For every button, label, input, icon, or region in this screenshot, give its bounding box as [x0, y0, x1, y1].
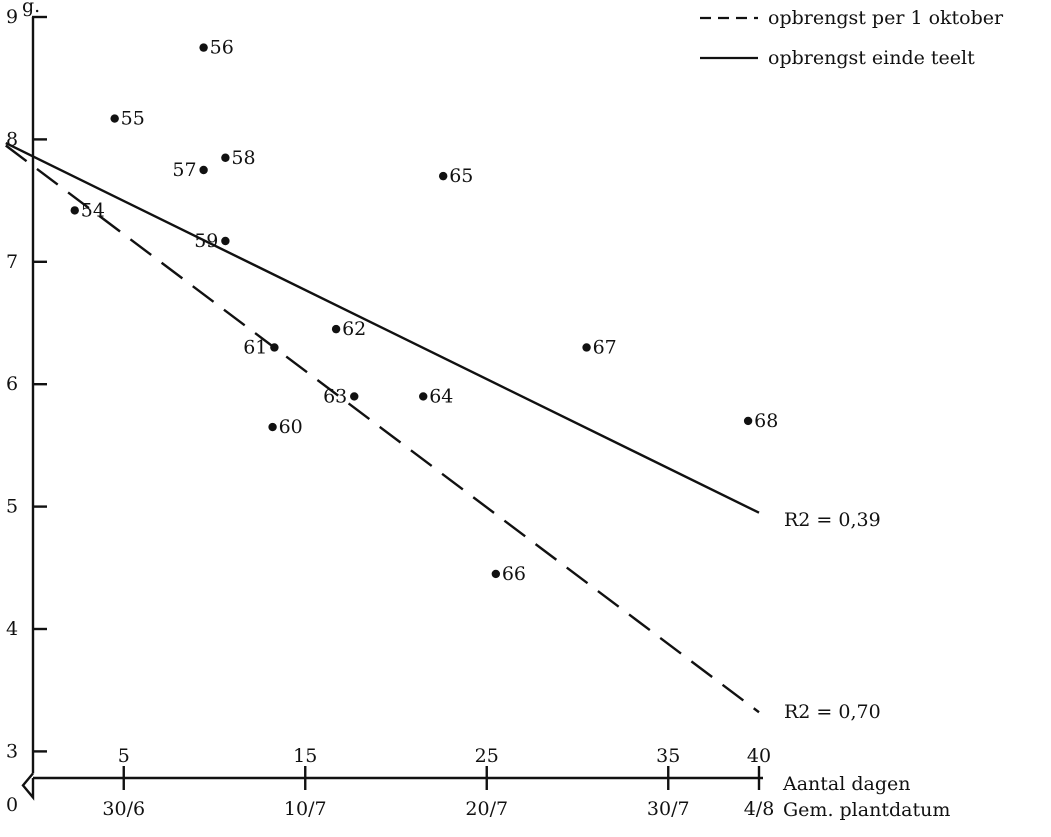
data-point-label: 58 [231, 147, 255, 169]
data-point-label: 68 [754, 410, 778, 432]
data-point-label: 65 [449, 165, 473, 187]
x-tick-label-date: 4/8 [744, 798, 775, 820]
data-point-label: 57 [172, 159, 196, 181]
data-point [419, 392, 428, 401]
data-point [743, 416, 753, 426]
legend-label-series-2: opbrengst einde teelt [768, 47, 975, 69]
axes [21, 15, 763, 801]
x-tick-label-date: 10/7 [284, 798, 327, 820]
regression-line-dashed [5, 144, 760, 714]
x-tick-label-date: 30/7 [647, 798, 690, 820]
data-point [268, 422, 277, 432]
data-point-label: 54 [81, 199, 105, 221]
data-point [221, 153, 230, 162]
r2-annotation-dashed: R2 = 0,70 [784, 701, 881, 723]
y-tick-label: 0 [6, 794, 18, 816]
data-point-label: 66 [502, 563, 526, 585]
y-tick-label: 9 [6, 6, 18, 28]
y-tick-label: 5 [6, 496, 18, 518]
x-tick-label-date: 30/6 [102, 798, 145, 820]
data-point [438, 171, 448, 181]
x-tick-label-days: 15 [293, 745, 317, 767]
data-point [350, 392, 359, 401]
y-tick-label: 8 [6, 128, 18, 150]
x-tick-label-days: 25 [475, 745, 499, 767]
data-point-label: 55 [121, 108, 145, 130]
data-point-label: 62 [342, 318, 366, 340]
data-point [199, 165, 208, 175]
x-tick-label-date: 20/7 [465, 798, 508, 820]
data-point [221, 236, 230, 246]
data-point [70, 206, 79, 215]
data-point [491, 569, 501, 579]
data-point-label: 56 [210, 37, 234, 59]
data-point [331, 324, 341, 334]
data-point-label: 64 [429, 385, 453, 407]
data-point [582, 343, 591, 352]
data-point-label: 60 [279, 416, 303, 438]
y-tick-label: 7 [6, 251, 18, 273]
x-tick-label-days: 40 [747, 745, 771, 767]
regression-lines [5, 141, 760, 714]
data-point-label: 63 [323, 385, 347, 407]
data-point [199, 43, 208, 52]
legend: opbrengst per 1 oktober opbrengst einde … [700, 7, 1004, 69]
x-tick-label-days: 5 [118, 745, 130, 767]
regression-line-solid [5, 141, 760, 514]
data-point [270, 343, 279, 352]
legend-label-series-1: opbrengst per 1 oktober [768, 7, 1004, 29]
y-axis-title: g. [22, 0, 40, 17]
data-point-label: 61 [243, 336, 267, 358]
data-point-label: 59 [194, 230, 218, 252]
y-tick-label: 4 [6, 618, 18, 640]
x-tick-label-days: 35 [656, 745, 680, 767]
x-axis-title-top: Aantal dagen [782, 773, 911, 795]
y-axis-break [21, 772, 35, 801]
data-point-label: 67 [593, 336, 617, 358]
r2-annotation-solid: R2 = 0,39 [784, 509, 881, 531]
x-axis-title-bottom: Gem. plantdatum [783, 799, 950, 821]
data-points [70, 43, 753, 579]
data-point [110, 114, 119, 123]
y-tick-label: 3 [6, 740, 18, 762]
y-tick-label: 6 [6, 373, 18, 395]
